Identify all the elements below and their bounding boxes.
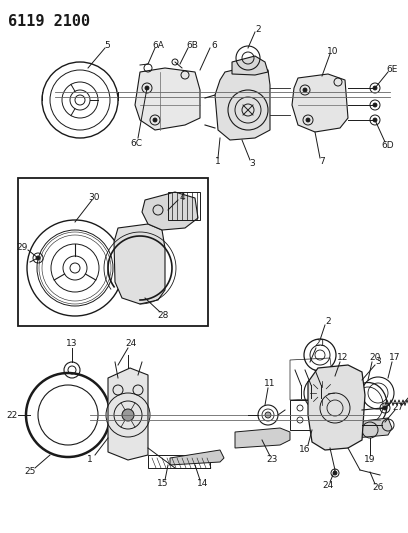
- Circle shape: [36, 256, 40, 260]
- Polygon shape: [308, 365, 365, 450]
- Text: 6119 2100: 6119 2100: [8, 14, 90, 29]
- Text: 27: 27: [392, 402, 404, 411]
- Text: 6E: 6E: [386, 64, 398, 74]
- Circle shape: [145, 86, 149, 90]
- Text: 6: 6: [211, 42, 217, 51]
- Polygon shape: [142, 192, 198, 230]
- Text: 6C: 6C: [130, 139, 142, 148]
- Text: 25: 25: [24, 467, 35, 477]
- Text: 21: 21: [314, 340, 326, 349]
- Bar: [148, 455, 210, 468]
- Polygon shape: [114, 224, 165, 304]
- Text: 3: 3: [375, 358, 381, 367]
- Bar: [290, 400, 335, 430]
- Text: 24: 24: [125, 340, 137, 349]
- Text: 2: 2: [325, 318, 331, 327]
- Text: 29: 29: [16, 243, 28, 252]
- Circle shape: [306, 118, 310, 122]
- Circle shape: [333, 471, 337, 475]
- Text: 15: 15: [157, 480, 169, 489]
- Text: 20: 20: [369, 353, 381, 362]
- Circle shape: [383, 406, 387, 410]
- Text: 22: 22: [7, 410, 18, 419]
- Text: 16: 16: [299, 445, 311, 454]
- Text: 2: 2: [255, 25, 261, 34]
- Polygon shape: [235, 428, 290, 448]
- Text: 14: 14: [197, 480, 208, 489]
- Bar: [18, 178, 208, 326]
- Polygon shape: [170, 450, 224, 465]
- Text: 24: 24: [322, 481, 334, 490]
- Circle shape: [373, 103, 377, 107]
- Circle shape: [265, 412, 271, 418]
- Circle shape: [373, 118, 377, 122]
- Circle shape: [153, 118, 157, 122]
- Polygon shape: [108, 368, 148, 460]
- Text: 1: 1: [215, 157, 221, 166]
- Text: 3: 3: [249, 158, 255, 167]
- Text: 6B: 6B: [186, 42, 198, 51]
- Circle shape: [373, 86, 377, 90]
- Text: 23: 23: [266, 456, 278, 464]
- Text: 5: 5: [104, 42, 110, 51]
- Polygon shape: [215, 65, 270, 140]
- Text: 4: 4: [179, 192, 185, 201]
- Text: 13: 13: [66, 340, 78, 349]
- Text: 11: 11: [264, 379, 276, 389]
- Text: 30: 30: [88, 192, 100, 201]
- Polygon shape: [292, 74, 348, 132]
- Text: 1: 1: [87, 456, 93, 464]
- Text: 19: 19: [364, 455, 376, 464]
- Text: 17: 17: [389, 353, 401, 362]
- Text: 10: 10: [327, 46, 339, 55]
- Polygon shape: [135, 68, 200, 130]
- Text: 6D: 6D: [382, 141, 394, 149]
- Polygon shape: [355, 418, 392, 438]
- Text: 28: 28: [157, 311, 169, 320]
- Circle shape: [122, 409, 134, 421]
- Circle shape: [303, 88, 307, 92]
- Polygon shape: [232, 56, 268, 75]
- Bar: [168, 192, 200, 220]
- Text: 26: 26: [373, 482, 384, 491]
- Text: 7: 7: [319, 157, 325, 166]
- Text: 12: 12: [337, 353, 349, 362]
- Text: 6A: 6A: [152, 42, 164, 51]
